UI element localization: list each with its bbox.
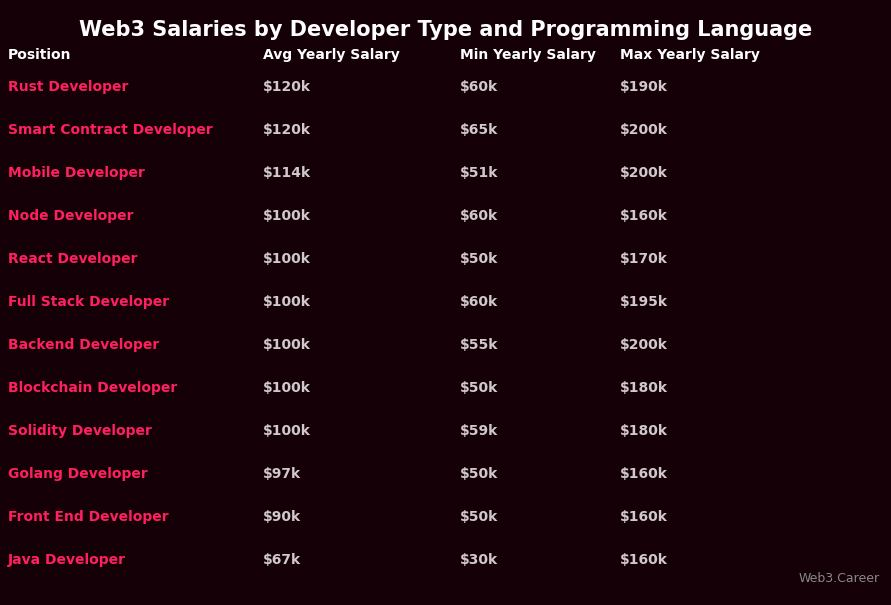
Text: $67k: $67k bbox=[263, 553, 301, 567]
Text: $170k: $170k bbox=[620, 252, 668, 266]
Text: Min Yearly Salary: Min Yearly Salary bbox=[460, 48, 596, 62]
Text: $195k: $195k bbox=[620, 295, 668, 309]
Text: $120k: $120k bbox=[263, 123, 311, 137]
Text: $160k: $160k bbox=[620, 553, 668, 567]
Text: Node Developer: Node Developer bbox=[8, 209, 134, 223]
Text: $50k: $50k bbox=[460, 381, 498, 395]
Text: Blockchain Developer: Blockchain Developer bbox=[8, 381, 177, 395]
Text: $55k: $55k bbox=[460, 338, 498, 352]
Text: $90k: $90k bbox=[263, 510, 301, 524]
Text: Web3.Career: Web3.Career bbox=[799, 572, 880, 585]
Text: Front End Developer: Front End Developer bbox=[8, 510, 168, 524]
Text: $60k: $60k bbox=[460, 80, 498, 94]
Text: $97k: $97k bbox=[263, 467, 301, 481]
Text: $65k: $65k bbox=[460, 123, 498, 137]
Text: $200k: $200k bbox=[620, 123, 668, 137]
Text: $180k: $180k bbox=[620, 381, 668, 395]
Text: $50k: $50k bbox=[460, 467, 498, 481]
Text: $50k: $50k bbox=[460, 510, 498, 524]
Text: Max Yearly Salary: Max Yearly Salary bbox=[620, 48, 760, 62]
Text: $200k: $200k bbox=[620, 338, 668, 352]
Text: Java Developer: Java Developer bbox=[8, 553, 126, 567]
Text: Web3 Salaries by Developer Type and Programming Language: Web3 Salaries by Developer Type and Prog… bbox=[79, 20, 812, 40]
Text: $100k: $100k bbox=[263, 295, 311, 309]
Text: $114k: $114k bbox=[263, 166, 311, 180]
Text: Golang Developer: Golang Developer bbox=[8, 467, 148, 481]
Text: $120k: $120k bbox=[263, 80, 311, 94]
Text: $59k: $59k bbox=[460, 424, 498, 438]
Text: $160k: $160k bbox=[620, 467, 668, 481]
Text: $50k: $50k bbox=[460, 252, 498, 266]
Text: $60k: $60k bbox=[460, 295, 498, 309]
Text: Avg Yearly Salary: Avg Yearly Salary bbox=[263, 48, 400, 62]
Text: Backend Developer: Backend Developer bbox=[8, 338, 159, 352]
Text: $100k: $100k bbox=[263, 209, 311, 223]
Text: $100k: $100k bbox=[263, 252, 311, 266]
Text: $30k: $30k bbox=[460, 553, 498, 567]
Text: $100k: $100k bbox=[263, 338, 311, 352]
Text: $60k: $60k bbox=[460, 209, 498, 223]
Text: React Developer: React Developer bbox=[8, 252, 137, 266]
Text: $160k: $160k bbox=[620, 209, 668, 223]
Text: $100k: $100k bbox=[263, 381, 311, 395]
Text: $180k: $180k bbox=[620, 424, 668, 438]
Text: Position: Position bbox=[8, 48, 71, 62]
Text: Full Stack Developer: Full Stack Developer bbox=[8, 295, 169, 309]
Text: Smart Contract Developer: Smart Contract Developer bbox=[8, 123, 213, 137]
Text: $200k: $200k bbox=[620, 166, 668, 180]
Text: Rust Developer: Rust Developer bbox=[8, 80, 128, 94]
Text: Mobile Developer: Mobile Developer bbox=[8, 166, 145, 180]
Text: $51k: $51k bbox=[460, 166, 498, 180]
Text: Solidity Developer: Solidity Developer bbox=[8, 424, 151, 438]
Text: $160k: $160k bbox=[620, 510, 668, 524]
Text: $190k: $190k bbox=[620, 80, 668, 94]
Text: $100k: $100k bbox=[263, 424, 311, 438]
